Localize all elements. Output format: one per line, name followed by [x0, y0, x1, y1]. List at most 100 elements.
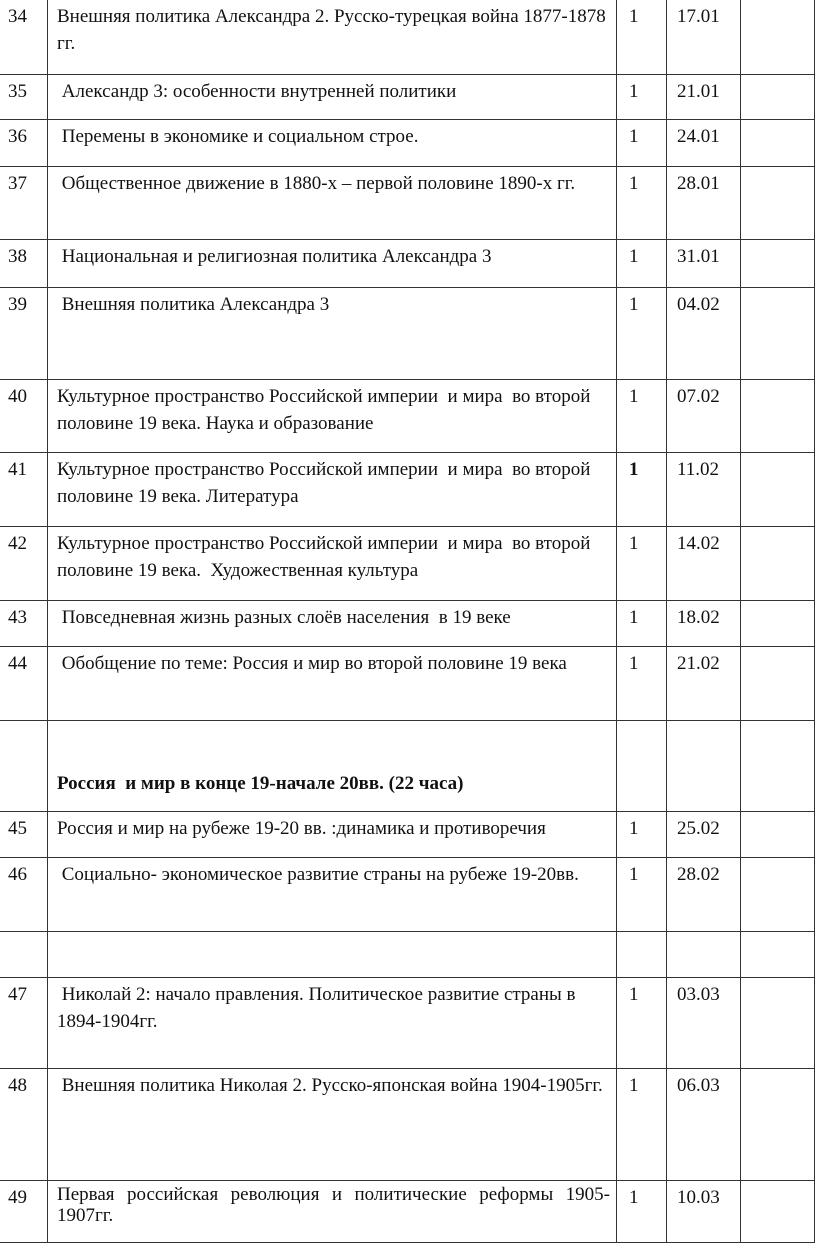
- lesson-date: 24.01: [666, 119, 741, 167]
- lesson-topic: Культурное пространство Российской импер…: [47, 379, 617, 453]
- lesson-number: 43: [0, 600, 48, 647]
- table-row: 47 Николай 2: начало правления. Политиче…: [0, 977, 815, 1069]
- note-cell: [740, 287, 815, 380]
- lesson-number: 37: [0, 166, 48, 240]
- lesson-number: 42: [0, 526, 48, 601]
- lesson-date: 07.02: [666, 379, 741, 453]
- blank-row: [0, 931, 815, 978]
- lesson-number: 44: [0, 646, 48, 721]
- lesson-date: 18.02: [666, 600, 741, 647]
- lesson-number: 39: [0, 287, 48, 380]
- table-row: 40 Культурное пространство Российской имп…: [0, 379, 815, 453]
- number-cell: [0, 720, 48, 812]
- note-cell: [740, 119, 815, 167]
- section-header-row: Россия и мир в конце 19-начале 20вв. (22…: [0, 720, 815, 812]
- lesson-hours: 1: [616, 811, 667, 858]
- lesson-number: 48: [0, 1068, 48, 1181]
- topic-cell: [47, 931, 617, 978]
- note-cell: [740, 452, 815, 527]
- lesson-number: 49: [0, 1180, 48, 1243]
- lesson-number: 36: [0, 119, 48, 167]
- lesson-hours: 1: [616, 119, 667, 167]
- hours-cell: [616, 720, 667, 812]
- note-cell: [740, 239, 815, 288]
- table-row: 43 Повседневная жизнь разных слоёв насел…: [0, 600, 815, 647]
- date-cell: [666, 931, 741, 978]
- note-cell: [740, 1180, 815, 1243]
- lesson-hours: 1: [616, 977, 667, 1069]
- lesson-date: 31.01: [666, 239, 741, 288]
- lesson-topic: Культурное пространство Российской импер…: [47, 452, 617, 527]
- table-row: 41 Культурное пространство Российской имп…: [0, 452, 815, 527]
- lesson-date: 17.01: [666, 0, 741, 75]
- lesson-topic: Внешняя политика Александра 2. Русско-ту…: [47, 0, 617, 75]
- lesson-topic: Обобщение по теме: Россия и мир во второ…: [47, 646, 617, 721]
- lesson-date: 21.01: [666, 74, 741, 120]
- date-cell: [666, 720, 741, 812]
- note-cell: [740, 74, 815, 120]
- table-row: 49 Первая российская революция и политиче…: [0, 1180, 815, 1243]
- lesson-date: 28.02: [666, 857, 741, 932]
- lesson-topic: Внешняя политика Александра 3: [47, 287, 617, 380]
- lesson-number: 38: [0, 239, 48, 288]
- lesson-hours: 1: [616, 74, 667, 120]
- lesson-topic: Повседневная жизнь разных слоёв населени…: [47, 600, 617, 647]
- note-cell: [740, 379, 815, 453]
- lesson-topic: Николай 2: начало правления. Политическо…: [47, 977, 617, 1069]
- note-cell: [740, 977, 815, 1069]
- lesson-hours: 1: [616, 646, 667, 721]
- lesson-hours: 1: [616, 1180, 667, 1243]
- number-cell: [0, 931, 48, 978]
- table-row: 38 Национальная и религиозная политика А…: [0, 239, 815, 288]
- lesson-topic: Внешняя политика Николая 2. Русско-японс…: [47, 1068, 617, 1181]
- table-row: 44 Обобщение по теме: Россия и мир во вт…: [0, 646, 815, 721]
- note-cell: [740, 526, 815, 601]
- lesson-date: 03.03: [666, 977, 741, 1069]
- lesson-number: 45: [0, 811, 48, 858]
- lesson-date: 28.01: [666, 166, 741, 240]
- lesson-date: 14.02: [666, 526, 741, 601]
- lesson-date: 11.02: [666, 452, 741, 527]
- lesson-number: 34: [0, 0, 48, 75]
- lesson-number: 41: [0, 452, 48, 527]
- table-row: 36 Перемены в экономике и социальном стр…: [0, 119, 815, 167]
- lesson-number: 46: [0, 857, 48, 932]
- table-row: 42 Культурное пространство Российской имп…: [0, 526, 815, 601]
- lesson-date: 04.02: [666, 287, 741, 380]
- lesson-date: 10.03: [666, 1180, 741, 1243]
- hours-cell: [616, 931, 667, 978]
- note-cell: [740, 166, 815, 240]
- lesson-topic: Общественное движение в 1880-х – первой …: [47, 166, 617, 240]
- table-row: 35 Александр 3: особенности внутренней п…: [0, 74, 815, 120]
- table-row: 46 Социально- экономическое развитие стр…: [0, 857, 815, 932]
- section-title: Россия и мир в конце 19-начале 20вв. (22…: [47, 720, 617, 812]
- lesson-hours: 1: [616, 1068, 667, 1181]
- lesson-hours: 1: [616, 857, 667, 932]
- table-row: 39 Внешняя политика Александра 3 1 04.02: [0, 287, 815, 380]
- table-row: 48 Внешняя политика Николая 2. Русско-яп…: [0, 1068, 815, 1181]
- lesson-hours: 1: [616, 0, 667, 75]
- note-cell: [740, 720, 815, 812]
- lesson-date: 06.03: [666, 1068, 741, 1181]
- note-cell: [740, 0, 815, 75]
- lesson-number: 47: [0, 977, 48, 1069]
- lesson-topic: Перемены в экономике и социальном строе.: [47, 119, 617, 167]
- table-row: 34 Внешняя политика Александра 2. Русско-…: [0, 0, 815, 75]
- table-row: 45 Россия и мир на рубеже 19-20 вв. :дина…: [0, 811, 815, 858]
- lesson-topic: Первая российская революция и политическ…: [47, 1180, 617, 1243]
- lesson-topic: Культурное пространство Российской импер…: [47, 526, 617, 601]
- note-cell: [740, 600, 815, 647]
- lesson-hours: 1: [616, 452, 667, 527]
- lesson-topic: Национальная и религиозная политика Алек…: [47, 239, 617, 288]
- lesson-hours: 1: [616, 166, 667, 240]
- note-cell: [740, 811, 815, 858]
- lesson-topic: Россия и мир на рубеже 19-20 вв. :динами…: [47, 811, 617, 858]
- lesson-number: 35: [0, 74, 48, 120]
- table-row: 37 Общественное движение в 1880-х – перв…: [0, 166, 815, 240]
- lesson-hours: 1: [616, 379, 667, 453]
- lesson-date: 21.02: [666, 646, 741, 721]
- lesson-topic: Социально- экономическое развитие страны…: [47, 857, 617, 932]
- note-cell: [740, 1068, 815, 1181]
- note-cell: [740, 646, 815, 721]
